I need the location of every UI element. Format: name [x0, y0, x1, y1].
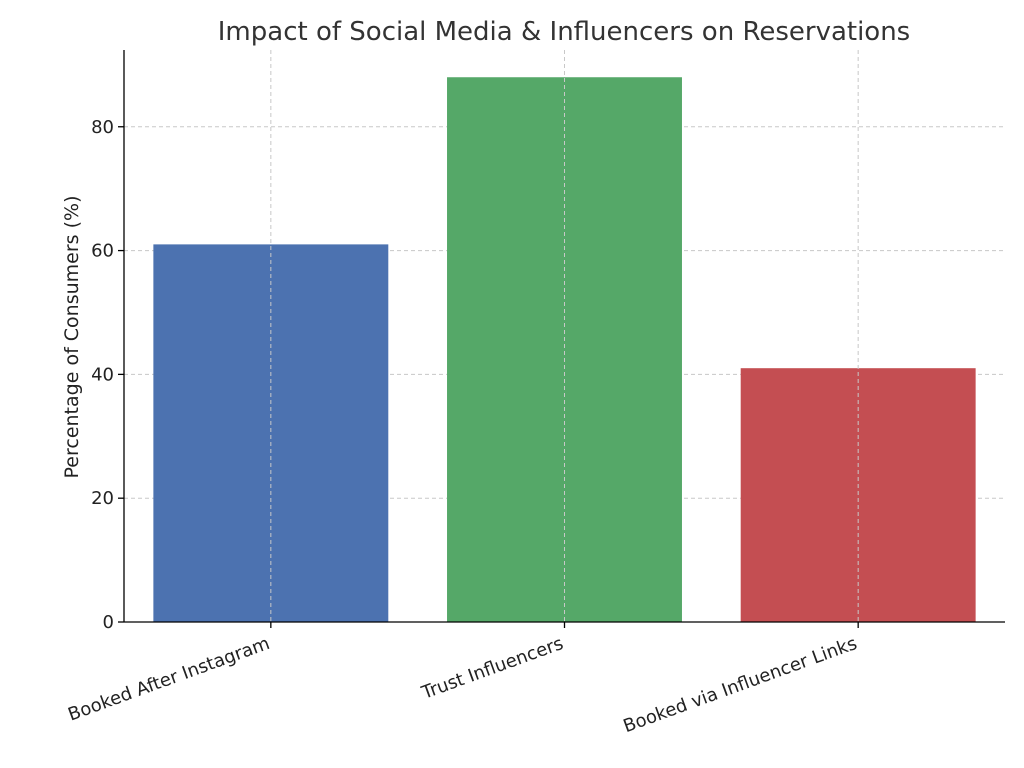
y-tick-layer: 0 20 40 60 80 [91, 117, 124, 633]
y-tick-label: 20 [91, 488, 114, 509]
vertical-grid-layer [270, 50, 859, 622]
y-tick-label: 0 [103, 612, 114, 633]
chart-title: Impact of Social Media & Influencers on … [218, 17, 910, 47]
x-tick-label: Booked via Influencer Links [621, 633, 860, 737]
y-tick-label: 60 [91, 241, 114, 262]
y-tick-label: 40 [91, 364, 114, 385]
bar [153, 244, 389, 622]
bar [447, 77, 682, 622]
bar-layer [153, 77, 976, 622]
y-axis-label: Percentage of Consumers (%) [61, 196, 83, 479]
y-tick-label: 80 [91, 117, 114, 138]
x-tick-label: Trust Influencers [418, 633, 566, 704]
x-tick-label: Booked After Instagram [65, 633, 272, 726]
x-tick-layer: Booked After Instagram Trust Influencers B… [65, 622, 860, 737]
